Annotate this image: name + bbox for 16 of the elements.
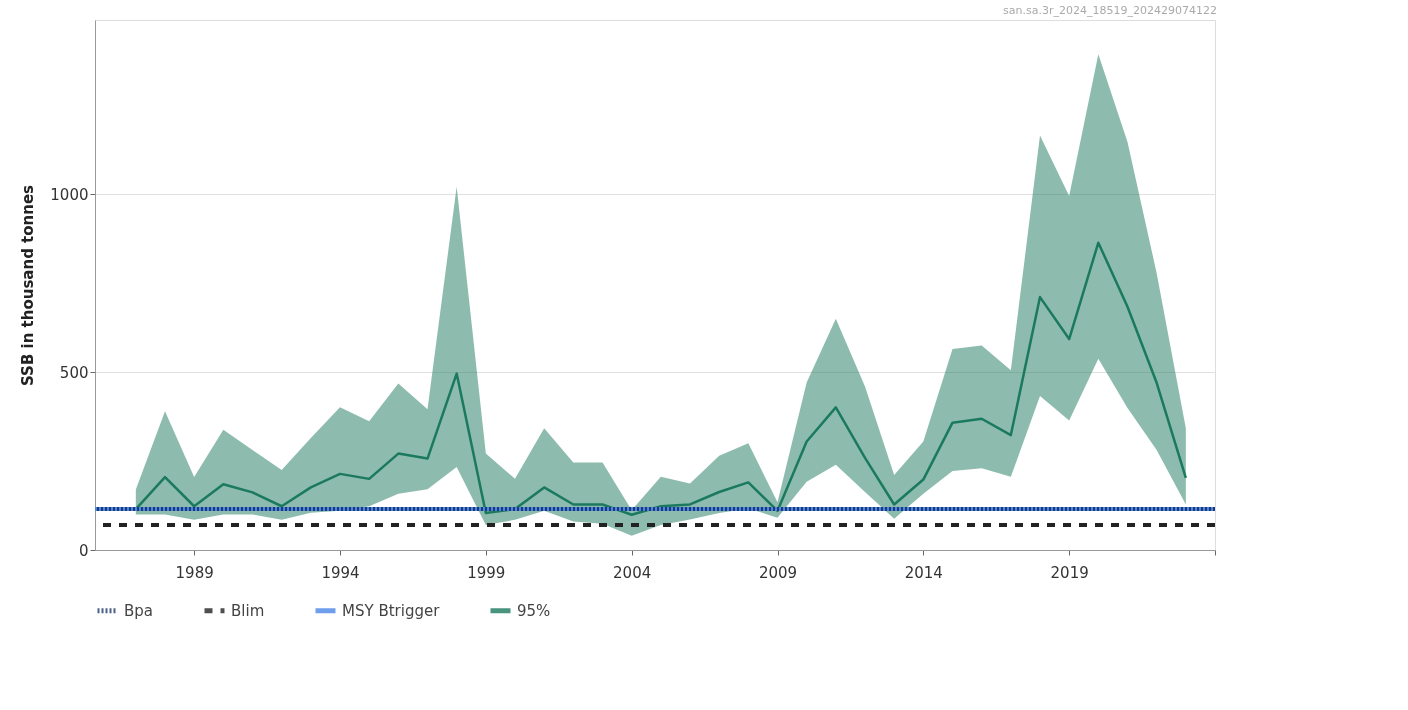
legend-label: 95% [517,601,551,620]
x-tick-label: 1989 [175,563,214,582]
text: san.sa.3r_2024_18519_202429074122 [1003,4,1217,17]
y-axis-title: SSB in thousand tonnes [19,184,38,387]
legend-label: Bpa [124,601,154,620]
y-tick-label: 1000 [50,185,89,204]
x-tick-label: 1994 [321,563,360,582]
y-tick-label: 500 [59,363,89,382]
y-tick-label: 0 [78,541,89,560]
x-tick-label: 2004 [613,563,652,582]
x-tick-label: 2019 [1050,563,1089,582]
x-tick-label: 2009 [758,563,798,582]
x-tick-label: 2014 [904,563,943,582]
legend-label: MSY Btrigger [342,601,441,620]
x-tick-label: 1999 [467,563,506,582]
legend-label: Blim [231,601,265,620]
